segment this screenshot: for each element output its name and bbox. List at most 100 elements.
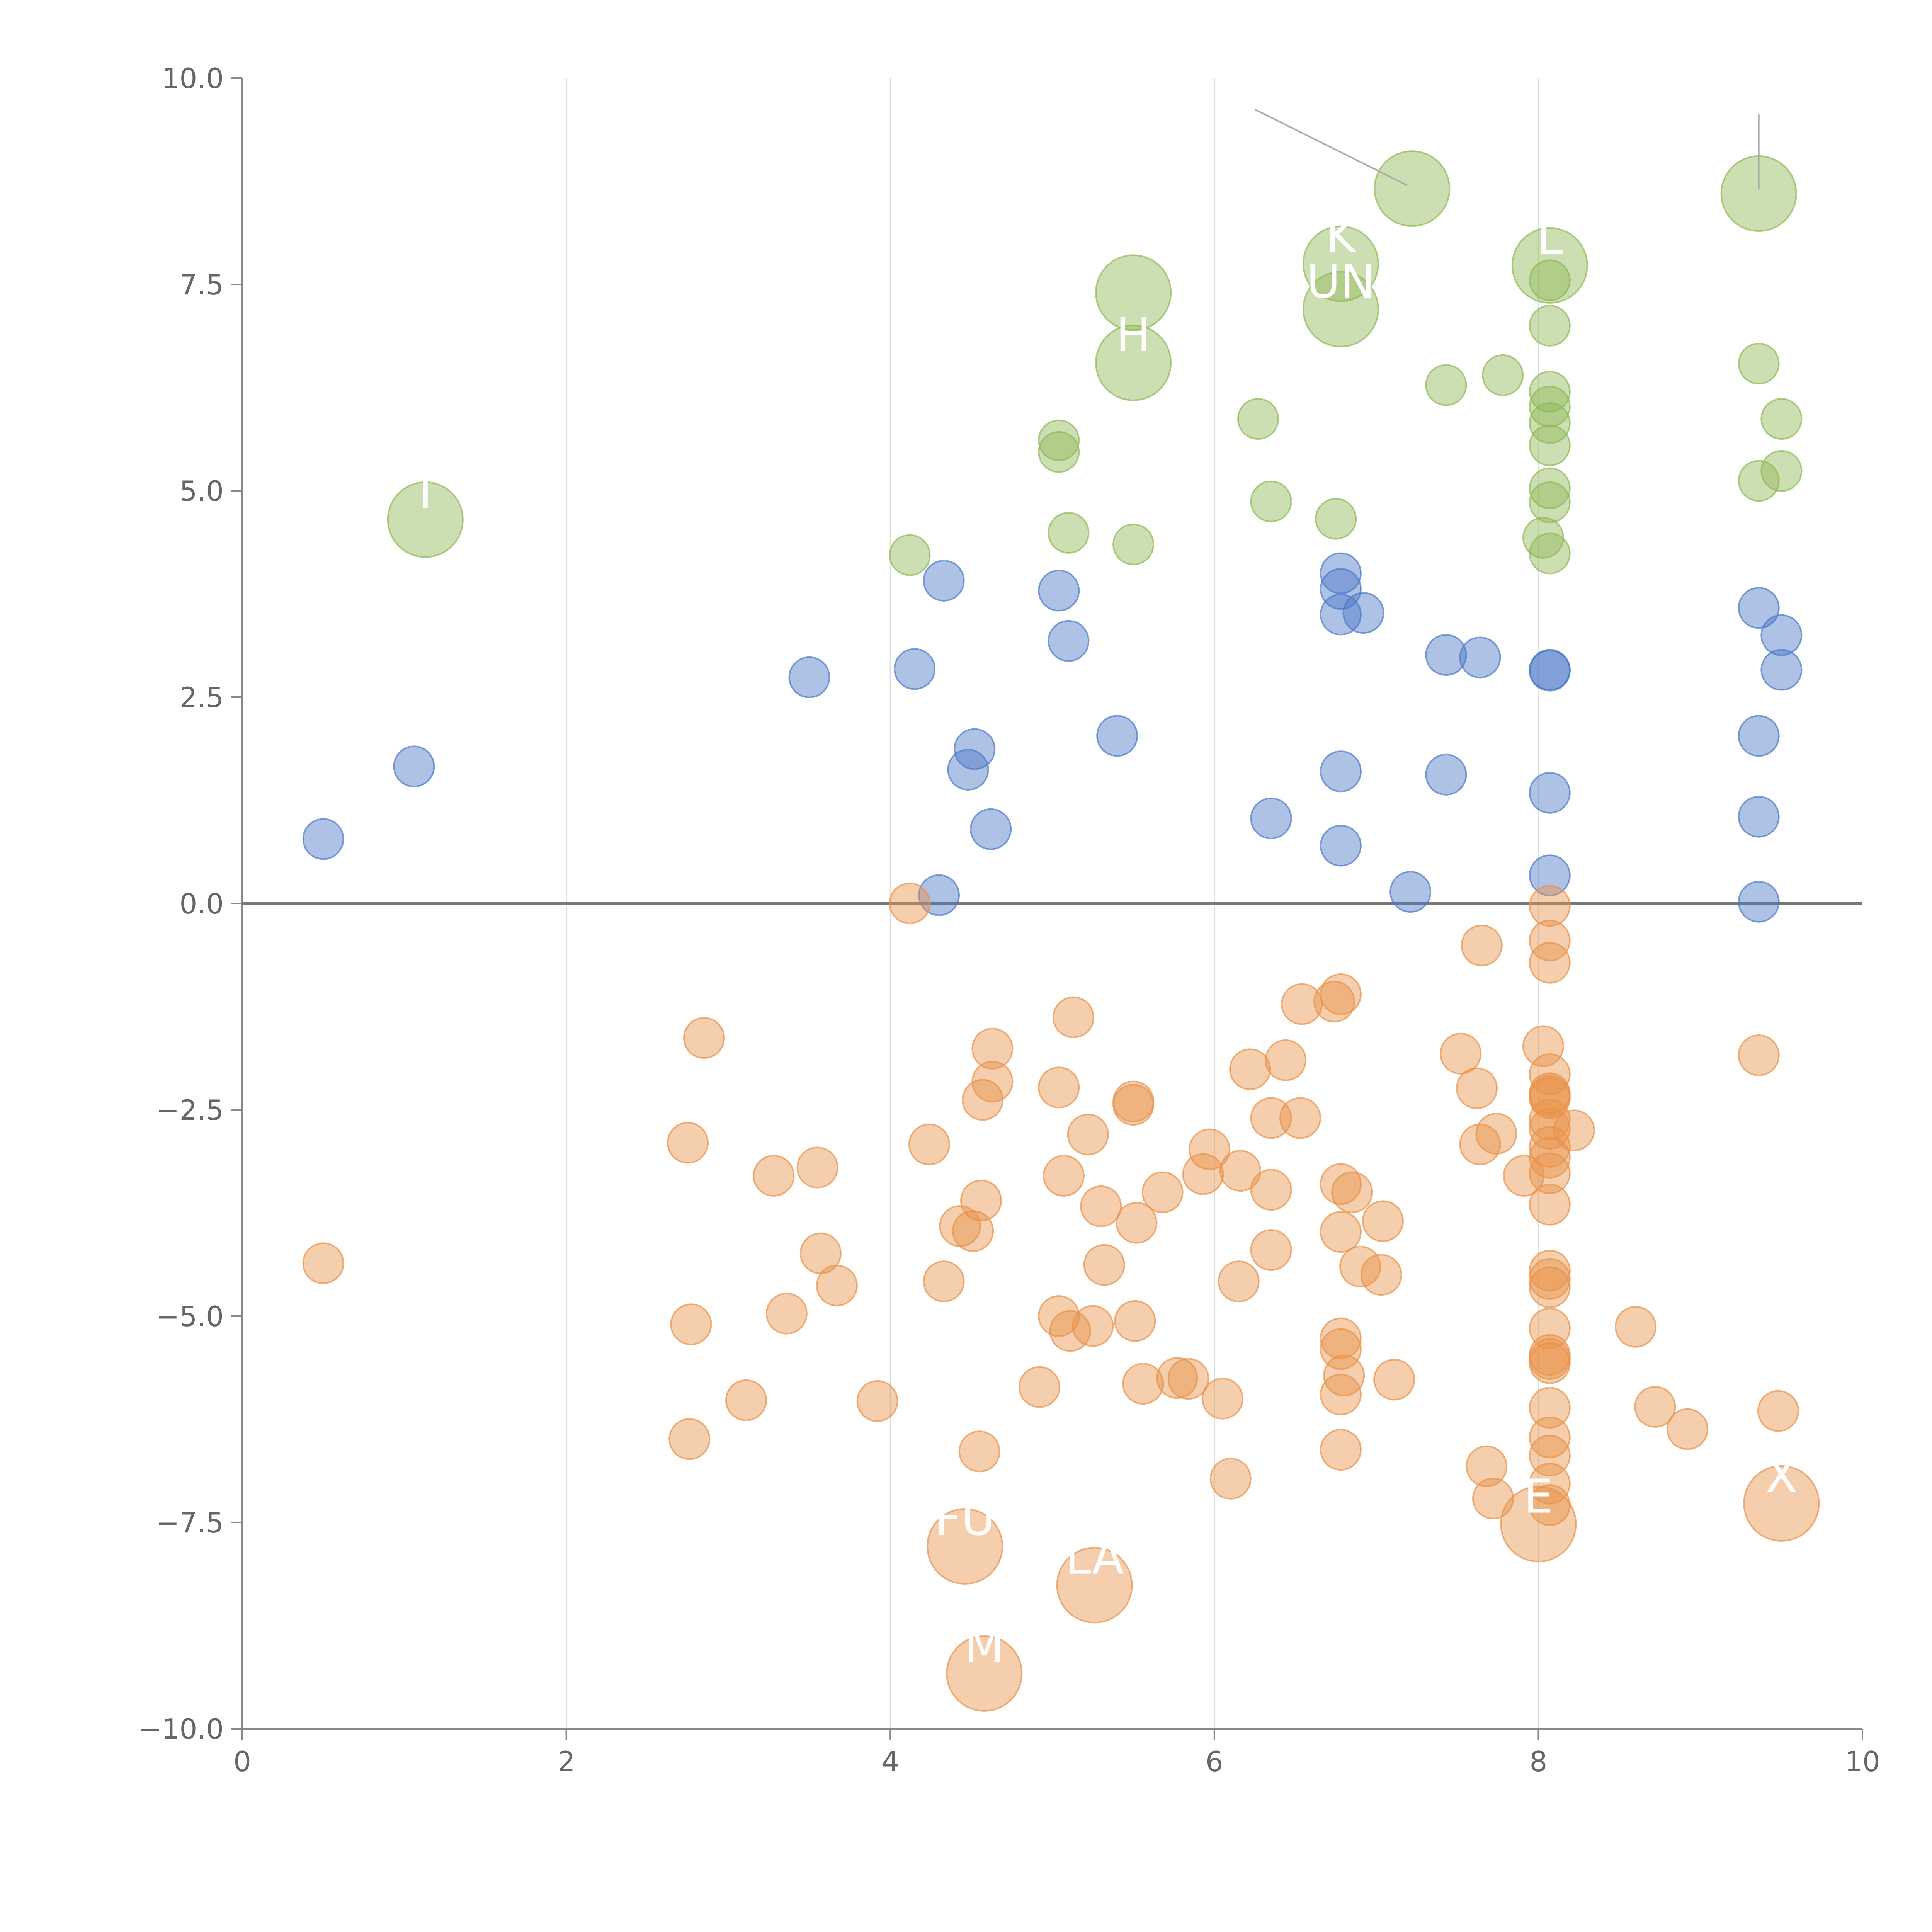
data-point-negative bbox=[1114, 1300, 1156, 1342]
data-point-negative bbox=[1553, 1109, 1595, 1151]
highlighted-point bbox=[1302, 225, 1379, 302]
data-point-negative bbox=[1053, 996, 1095, 1038]
data-point-negative bbox=[1529, 1077, 1571, 1119]
highlighted-point bbox=[1743, 1465, 1820, 1542]
data-point-positive-low bbox=[1760, 649, 1803, 691]
data-point-positive-high bbox=[1760, 450, 1803, 492]
data-point-negative bbox=[1529, 1308, 1571, 1350]
highlighted-point bbox=[1302, 271, 1379, 348]
data-point-positive-low bbox=[1738, 587, 1780, 629]
highlighted-point bbox=[1095, 254, 1172, 331]
data-point-negative bbox=[1320, 973, 1362, 1015]
data-point-negative bbox=[725, 1379, 767, 1421]
data-point-negative bbox=[1466, 1445, 1508, 1487]
annotation-label: UN bbox=[1306, 255, 1375, 309]
data-point-negative bbox=[1529, 885, 1571, 927]
data-point-positive-low bbox=[1096, 715, 1138, 757]
data-point-positive-high bbox=[1529, 386, 1571, 428]
data-point-positive-high bbox=[1529, 424, 1571, 466]
data-point-negative bbox=[1067, 1114, 1109, 1156]
data-point-negative bbox=[962, 1079, 1004, 1121]
data-point-negative bbox=[1331, 1171, 1373, 1213]
data-point-negative bbox=[908, 1123, 950, 1165]
data-point-positive-low bbox=[1738, 715, 1780, 757]
data-point-negative bbox=[1250, 1097, 1292, 1139]
data-point-negative bbox=[1440, 1032, 1482, 1075]
data-point-positive-low bbox=[894, 648, 936, 690]
data-point-positive-high bbox=[1738, 460, 1780, 502]
data-point-negative bbox=[923, 1260, 965, 1303]
data-point-negative bbox=[1320, 1373, 1362, 1415]
data-point-negative bbox=[1529, 942, 1571, 984]
data-point-positive-low bbox=[1250, 797, 1292, 839]
data-point-negative bbox=[816, 1264, 858, 1306]
data-point-negative bbox=[1201, 1378, 1243, 1420]
data-point-negative bbox=[1529, 1266, 1571, 1308]
data-point-negative bbox=[1529, 1136, 1571, 1179]
data-point-positive-high bbox=[1112, 523, 1155, 565]
data-point-positive-high bbox=[1760, 398, 1803, 440]
data-point-positive-high bbox=[1482, 354, 1524, 396]
data-point-positive-low bbox=[1425, 634, 1467, 676]
data-point-positive-high bbox=[1038, 419, 1080, 461]
data-point-negative bbox=[1529, 1416, 1571, 1458]
data-point-positive-high bbox=[1529, 467, 1571, 509]
data-point-positive-low bbox=[1459, 636, 1501, 679]
y-tick-label: −10.0 bbox=[138, 1713, 224, 1745]
highlighted-point bbox=[1374, 150, 1451, 227]
data-point-negative bbox=[1529, 1342, 1571, 1384]
data-point-negative bbox=[1219, 1150, 1261, 1192]
x-tick-label: 4 bbox=[881, 1745, 899, 1778]
data-point-positive-high bbox=[1529, 259, 1571, 301]
data-point-positive-low bbox=[947, 748, 989, 791]
data-point-negative bbox=[958, 1430, 1000, 1473]
data-point-negative bbox=[1529, 920, 1571, 962]
data-point-negative bbox=[1141, 1171, 1184, 1213]
highlight-layer bbox=[387, 150, 1820, 1712]
annotation-label: L bbox=[1537, 211, 1563, 265]
data-point-negative bbox=[1320, 1163, 1362, 1205]
data-point-negative bbox=[683, 1017, 725, 1059]
y-tick-label: −7.5 bbox=[156, 1507, 224, 1539]
data-point-negative bbox=[1018, 1366, 1060, 1408]
data-point-negative bbox=[1209, 1458, 1252, 1500]
annotation-label: M bbox=[964, 1619, 1005, 1673]
data-point-negative bbox=[1362, 1200, 1404, 1242]
data-point-positive-high bbox=[1048, 512, 1090, 554]
annotation-label: I bbox=[418, 466, 432, 519]
y-tick-label: 0.0 bbox=[179, 888, 224, 920]
axis-layer: 0 2 4 6 8 10 −10.0 −7.5 −5.0 −2.5 0.0 2.5 5.0 7.5 10.0 bbox=[138, 62, 1880, 1778]
data-point-positive-high bbox=[1237, 398, 1279, 440]
data-point-positive-low bbox=[1320, 750, 1362, 793]
data-point-positive-high bbox=[1529, 371, 1571, 413]
data-point-negative bbox=[796, 1146, 838, 1189]
data-point-negative bbox=[1189, 1128, 1231, 1170]
data-point-negative bbox=[1667, 1408, 1709, 1450]
data-point-negative bbox=[765, 1293, 808, 1335]
data-point-negative bbox=[1360, 1254, 1402, 1296]
point-layer bbox=[302, 259, 1803, 1526]
data-point-positive-high bbox=[1425, 364, 1467, 406]
data-point-negative bbox=[1250, 1169, 1292, 1211]
data-point-negative bbox=[971, 1027, 1014, 1070]
data-point-positive-low bbox=[1320, 552, 1362, 594]
highlighted-point bbox=[927, 1508, 1003, 1585]
data-point-negative bbox=[952, 1210, 994, 1252]
data-point-negative bbox=[1529, 1152, 1571, 1194]
data-point-positive-high bbox=[1529, 481, 1571, 523]
y-tick-label: 5.0 bbox=[179, 475, 224, 507]
data-point-negative bbox=[1529, 1258, 1571, 1300]
data-point-positive-high bbox=[1250, 480, 1292, 522]
data-point-positive-low bbox=[1529, 772, 1571, 814]
data-point-negative bbox=[1116, 1202, 1158, 1244]
data-point-positive-high bbox=[1738, 343, 1780, 385]
data-point-negative bbox=[1529, 1184, 1571, 1226]
data-point-negative bbox=[1738, 1034, 1780, 1077]
data-point-negative bbox=[1182, 1153, 1224, 1195]
data-point-positive-low bbox=[918, 874, 960, 916]
data-point-negative bbox=[1313, 981, 1355, 1023]
data-point-negative bbox=[1122, 1363, 1164, 1405]
data-point-negative bbox=[1083, 1244, 1125, 1286]
data-point-negative bbox=[1072, 1305, 1114, 1347]
data-point-negative bbox=[667, 1122, 709, 1164]
